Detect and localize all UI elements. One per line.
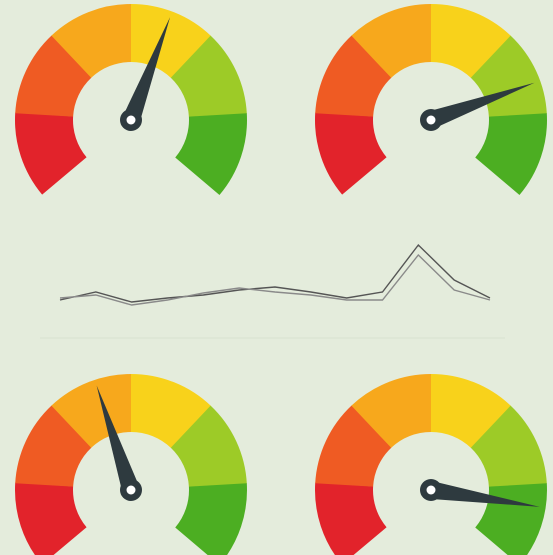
gauge-segment (170, 405, 247, 487)
needle-hub-center (126, 115, 136, 125)
series-line (59, 253, 491, 306)
gauge-segment (15, 35, 92, 117)
gauge-segment (15, 405, 92, 487)
series-line (59, 243, 491, 303)
gauge-segment (175, 113, 247, 196)
gauge-segment (470, 405, 547, 487)
gauge-segment (431, 4, 512, 79)
gauge-segment (315, 482, 387, 555)
needle-hub-center (426, 485, 436, 495)
gauge-segment (51, 3, 132, 78)
gauge-segment (175, 483, 247, 555)
gauge-segment (315, 405, 392, 487)
gauge-segment (15, 482, 87, 555)
needle-hub-center (126, 485, 136, 495)
gauge-needle (429, 481, 540, 507)
gauge-needle (122, 17, 171, 124)
gauge-segment (431, 374, 512, 449)
needle-hub-center (426, 115, 436, 125)
gauge-needle (96, 385, 140, 493)
gauge-segment (315, 35, 392, 117)
gauge-segment (14, 112, 87, 195)
gauge-segment (351, 374, 432, 448)
gauge-needle (427, 82, 535, 129)
gauge-segment (170, 35, 247, 117)
gauge-segment (314, 112, 387, 195)
gauge-segment (475, 113, 548, 196)
gauge-segment (351, 3, 432, 78)
gauge-segment (131, 374, 212, 449)
